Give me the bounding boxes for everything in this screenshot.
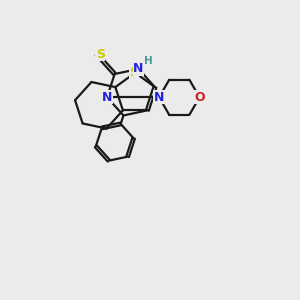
Text: O: O — [194, 91, 205, 104]
Text: N: N — [154, 91, 164, 104]
Text: N: N — [134, 62, 144, 75]
Text: N: N — [102, 91, 112, 104]
Text: S: S — [129, 66, 138, 79]
Text: S: S — [96, 48, 105, 61]
Text: H: H — [144, 56, 152, 66]
